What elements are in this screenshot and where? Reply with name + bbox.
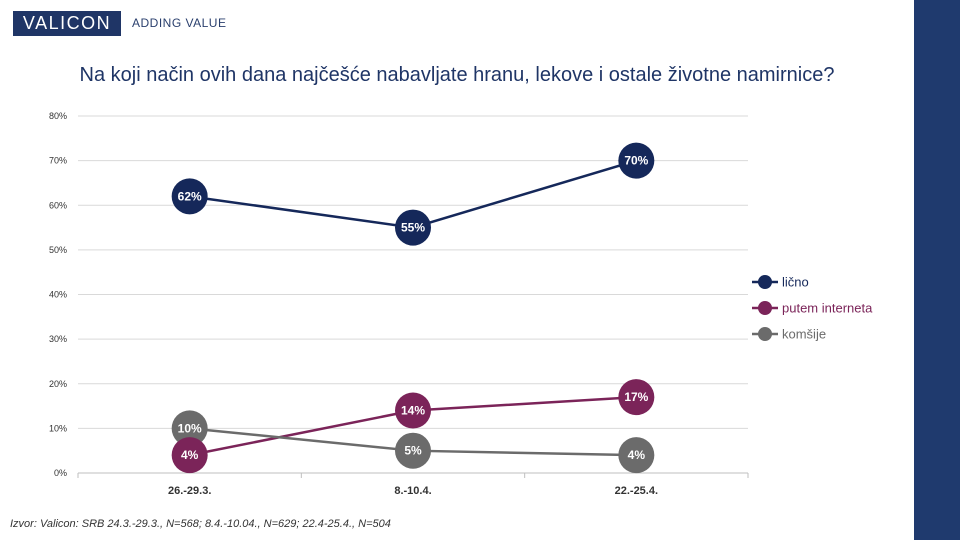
data-point xyxy=(171,437,208,474)
data-point xyxy=(171,178,208,215)
data-label: 5% xyxy=(404,444,422,458)
side-accent-bar xyxy=(914,0,960,540)
x-tick-label: 22.-25.4. xyxy=(615,485,658,497)
data-label: 17% xyxy=(624,390,648,404)
legend-marker xyxy=(758,275,772,289)
chart-title: Na koji način ovih dana najčešće nabavlj… xyxy=(79,64,835,86)
y-tick-label: 70% xyxy=(49,156,67,166)
data-label: 4% xyxy=(628,448,646,462)
data-label: 70% xyxy=(624,154,648,168)
y-tick-label: 50% xyxy=(49,245,67,255)
x-tick-label: 8.-10.4. xyxy=(394,485,431,497)
data-point xyxy=(171,410,208,447)
source-note: Izvor: Valicon: SRB 24.3.-29.3., N=568; … xyxy=(10,518,391,530)
data-point xyxy=(395,432,431,469)
valicon-logo: VALICON xyxy=(13,11,121,36)
data-point xyxy=(395,392,431,429)
legend-label: putem interneta xyxy=(782,301,873,316)
data-label: 14% xyxy=(401,404,425,418)
y-tick-label: 80% xyxy=(49,111,67,121)
data-label: 10% xyxy=(178,421,202,435)
y-tick-label: 60% xyxy=(49,200,67,210)
x-tick-label: 26.-29.3. xyxy=(168,485,211,497)
y-tick-label: 20% xyxy=(49,379,67,389)
data-point xyxy=(395,209,431,246)
y-tick-label: 30% xyxy=(49,334,67,344)
data-label: 62% xyxy=(178,189,202,203)
data-point xyxy=(618,437,655,474)
y-tick-label: 40% xyxy=(49,290,67,300)
y-tick-label: 10% xyxy=(49,423,67,433)
legend-marker xyxy=(758,301,772,315)
legend-label: komšije xyxy=(782,327,826,342)
legend-label: lično xyxy=(782,275,809,290)
y-tick-label: 0% xyxy=(54,468,67,478)
data-point xyxy=(618,142,655,179)
data-label: 55% xyxy=(401,221,425,235)
data-point xyxy=(618,379,655,416)
data-label: 4% xyxy=(181,448,199,462)
brand-tagline: ADDING VALUE xyxy=(132,16,227,30)
legend-marker xyxy=(758,327,772,341)
